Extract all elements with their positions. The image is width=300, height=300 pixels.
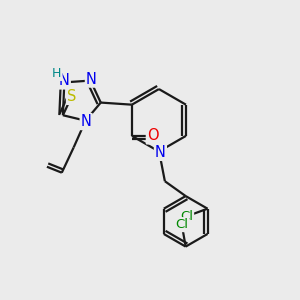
Text: N: N (86, 72, 97, 87)
Text: H: H (52, 67, 62, 80)
Text: N: N (59, 74, 70, 88)
Text: N: N (81, 114, 92, 129)
Text: O: O (147, 128, 158, 143)
Text: N: N (155, 145, 166, 160)
Text: Cl: Cl (175, 218, 188, 231)
Text: S: S (67, 89, 76, 104)
Text: Cl: Cl (180, 210, 193, 223)
